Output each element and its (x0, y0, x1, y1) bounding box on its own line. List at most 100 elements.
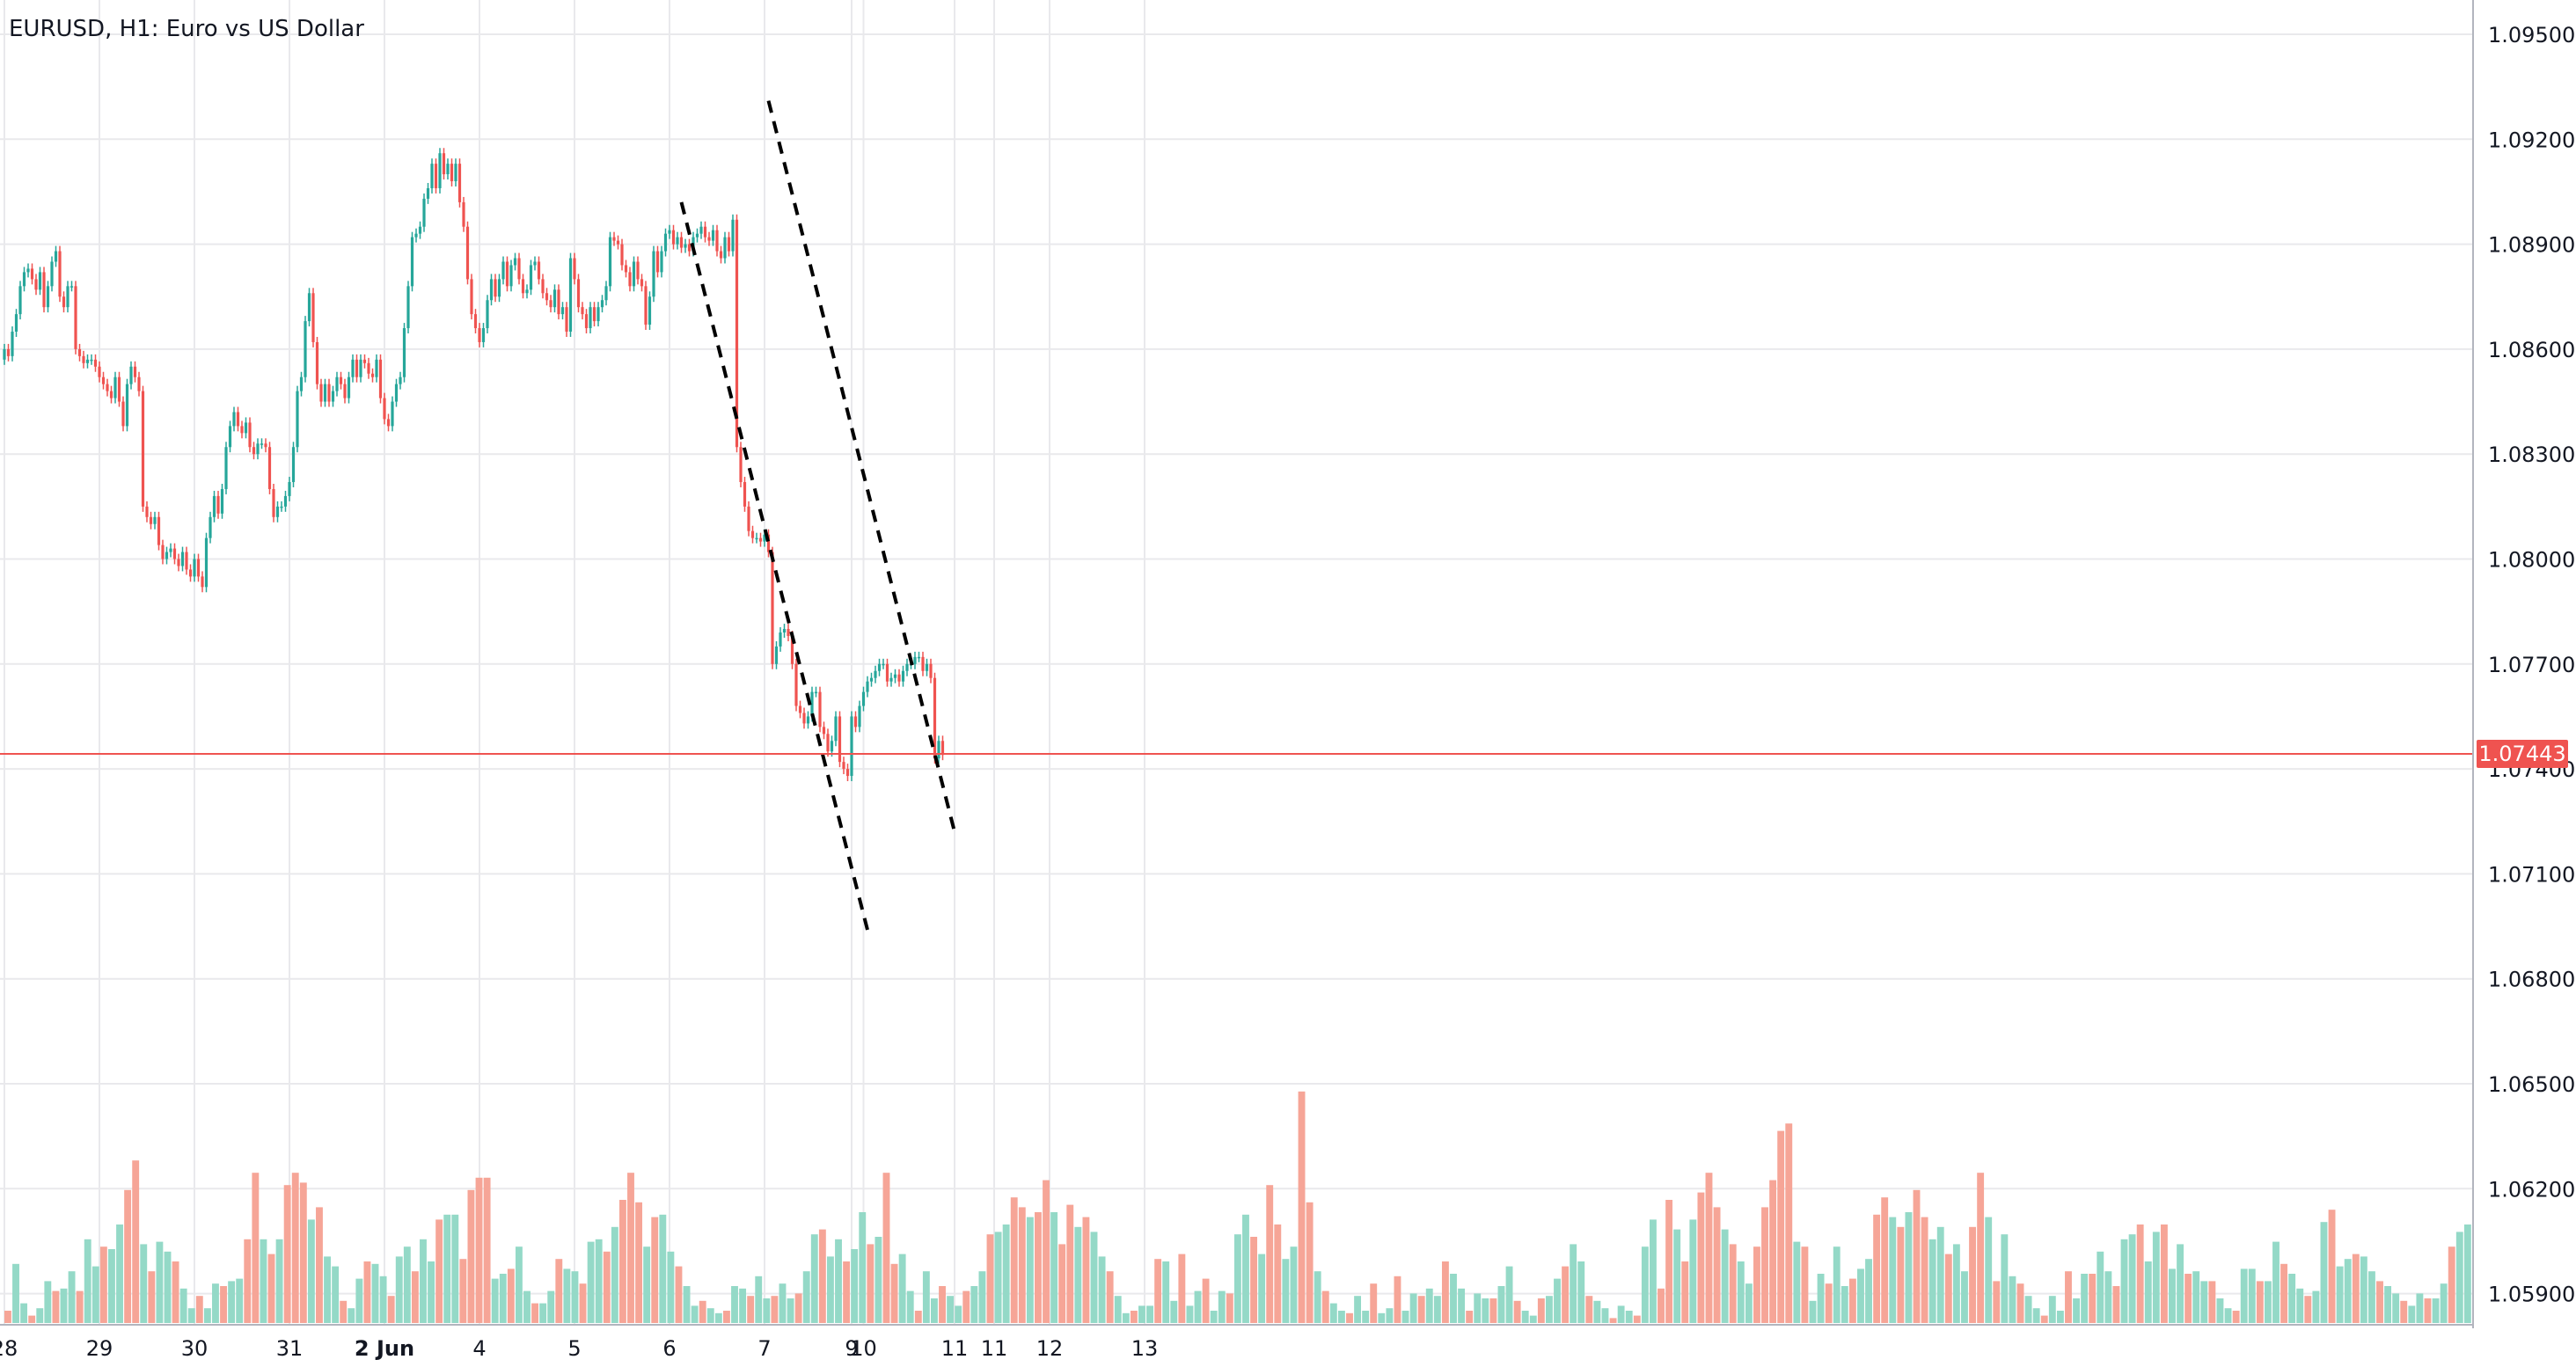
volume-bar (1801, 1246, 1809, 1323)
candle-body (470, 279, 473, 315)
candle-body (101, 376, 106, 384)
candle-body (137, 376, 141, 391)
volume-bar (340, 1300, 348, 1323)
volume-bar (1513, 1300, 1521, 1323)
volume-bar (84, 1239, 91, 1323)
time-axis[interactable]: 28 29 30 31 2 Jun 4 5 6 7 910 11 11 12 13 (0, 1336, 1158, 1361)
candle-body (307, 293, 311, 322)
candle-body (70, 286, 74, 288)
volume-bar (1146, 1305, 1153, 1323)
candle-body (834, 716, 838, 742)
candle-body (446, 164, 450, 175)
candle-body (731, 219, 735, 252)
channel-line[interactable] (766, 100, 956, 833)
volume-bar (1386, 1308, 1394, 1323)
volume-bar (978, 1271, 986, 1323)
volume-bar (1928, 1239, 1936, 1323)
volume-bar (2024, 1296, 2032, 1323)
volume-bar (2224, 1308, 2232, 1323)
candle-body (188, 569, 193, 577)
candle-body (505, 261, 509, 287)
volume-bar (291, 1173, 299, 1323)
price-tick-label: 1.07700 (2488, 653, 2575, 677)
candle-body (26, 268, 30, 273)
candle-body (798, 705, 802, 713)
candle-body (244, 422, 248, 434)
volume-bar (2216, 1298, 2224, 1323)
time-tick-label: 11 (941, 1336, 969, 1361)
time-tick-label: 12 (1036, 1336, 1064, 1361)
candle-body (304, 321, 307, 377)
candle-body (869, 677, 874, 682)
candle-body (838, 716, 842, 763)
volume-bar (1745, 1283, 1753, 1323)
volume-bar (2112, 1286, 2120, 1323)
candle-body (620, 244, 624, 266)
price-axis[interactable]: 1.09500 1.09200 1.08900 1.08600 1.08300 1.080… (2488, 23, 2575, 1307)
volume-bar (1378, 1312, 1386, 1323)
volume-bar (755, 1276, 763, 1323)
price-tick-label: 1.06200 (2488, 1177, 2575, 1202)
volume-bar (683, 1286, 691, 1323)
volume-bar (547, 1290, 555, 1323)
volume-bar (627, 1173, 634, 1323)
volume-bar (1665, 1200, 1673, 1323)
candle-body (822, 727, 826, 735)
volume-bar (2272, 1241, 2280, 1323)
volume-bar (1570, 1244, 1577, 1323)
candle-body (327, 384, 331, 402)
volume-bar (451, 1214, 459, 1323)
volume-bar (108, 1249, 115, 1323)
volume-bar (1337, 1311, 1345, 1323)
candle-body (537, 261, 541, 280)
candle-body (113, 376, 117, 398)
volume-bar (1897, 1226, 1905, 1323)
volume-bar (1833, 1246, 1841, 1323)
candle-body (157, 516, 161, 545)
candle-body (830, 741, 834, 752)
candle-body (82, 355, 85, 363)
candle-body (22, 272, 26, 287)
candle-body (54, 251, 58, 262)
time-tick-label: 4 (472, 1336, 486, 1361)
candle-body (145, 506, 149, 517)
candle-body (723, 237, 727, 259)
candle-body (901, 670, 905, 682)
candle-body (462, 201, 465, 227)
candle-body (581, 307, 584, 315)
candle-body (418, 226, 422, 234)
volume-bar (643, 1246, 651, 1323)
volume-bar (531, 1303, 539, 1323)
volume-bar (611, 1226, 618, 1323)
volume-bar (2448, 1246, 2455, 1323)
candle-body (707, 237, 711, 241)
price-tick-label: 1.07100 (2488, 862, 2575, 887)
candle-body (98, 366, 101, 377)
volume-bar (794, 1293, 802, 1323)
candle-body (42, 272, 46, 308)
volume-bar (475, 1177, 483, 1323)
candle-body (367, 362, 370, 374)
candle-body (410, 237, 414, 287)
volume-bar (275, 1239, 283, 1323)
candle-body (604, 286, 608, 301)
volume-bar (515, 1246, 523, 1323)
candle-body (50, 261, 54, 287)
volume-bar (1857, 1268, 1864, 1323)
volume-bar (2065, 1271, 2072, 1323)
volume-bar (1601, 1308, 1609, 1323)
candle-body (267, 447, 272, 489)
volume-bar (1881, 1197, 1889, 1323)
channel-line[interactable] (679, 201, 869, 931)
volume-bar (939, 1286, 946, 1323)
candle-body (937, 741, 940, 759)
volume-bar (499, 1274, 507, 1323)
volume-bar (1450, 1274, 1457, 1323)
volume-bar (132, 1160, 140, 1323)
volume-bar (2136, 1224, 2144, 1323)
candle-body (897, 674, 901, 682)
volume-bar (1497, 1286, 1505, 1323)
volume-bar (1505, 1266, 1513, 1323)
volume-bar (1058, 1244, 1066, 1323)
